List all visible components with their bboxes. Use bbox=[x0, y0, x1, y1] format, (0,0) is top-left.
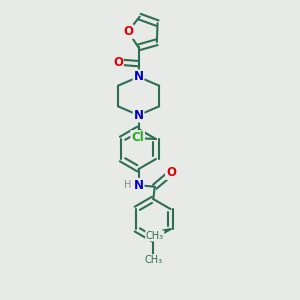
Text: Cl: Cl bbox=[131, 131, 144, 144]
Text: O: O bbox=[166, 166, 176, 179]
Text: CH₃: CH₃ bbox=[145, 255, 163, 265]
Text: H: H bbox=[124, 180, 131, 190]
Text: N: N bbox=[134, 70, 144, 83]
Text: O: O bbox=[113, 56, 123, 69]
Text: N: N bbox=[134, 109, 144, 122]
Text: N: N bbox=[134, 179, 144, 192]
Text: O: O bbox=[123, 25, 133, 38]
Text: CH₃: CH₃ bbox=[146, 231, 164, 241]
